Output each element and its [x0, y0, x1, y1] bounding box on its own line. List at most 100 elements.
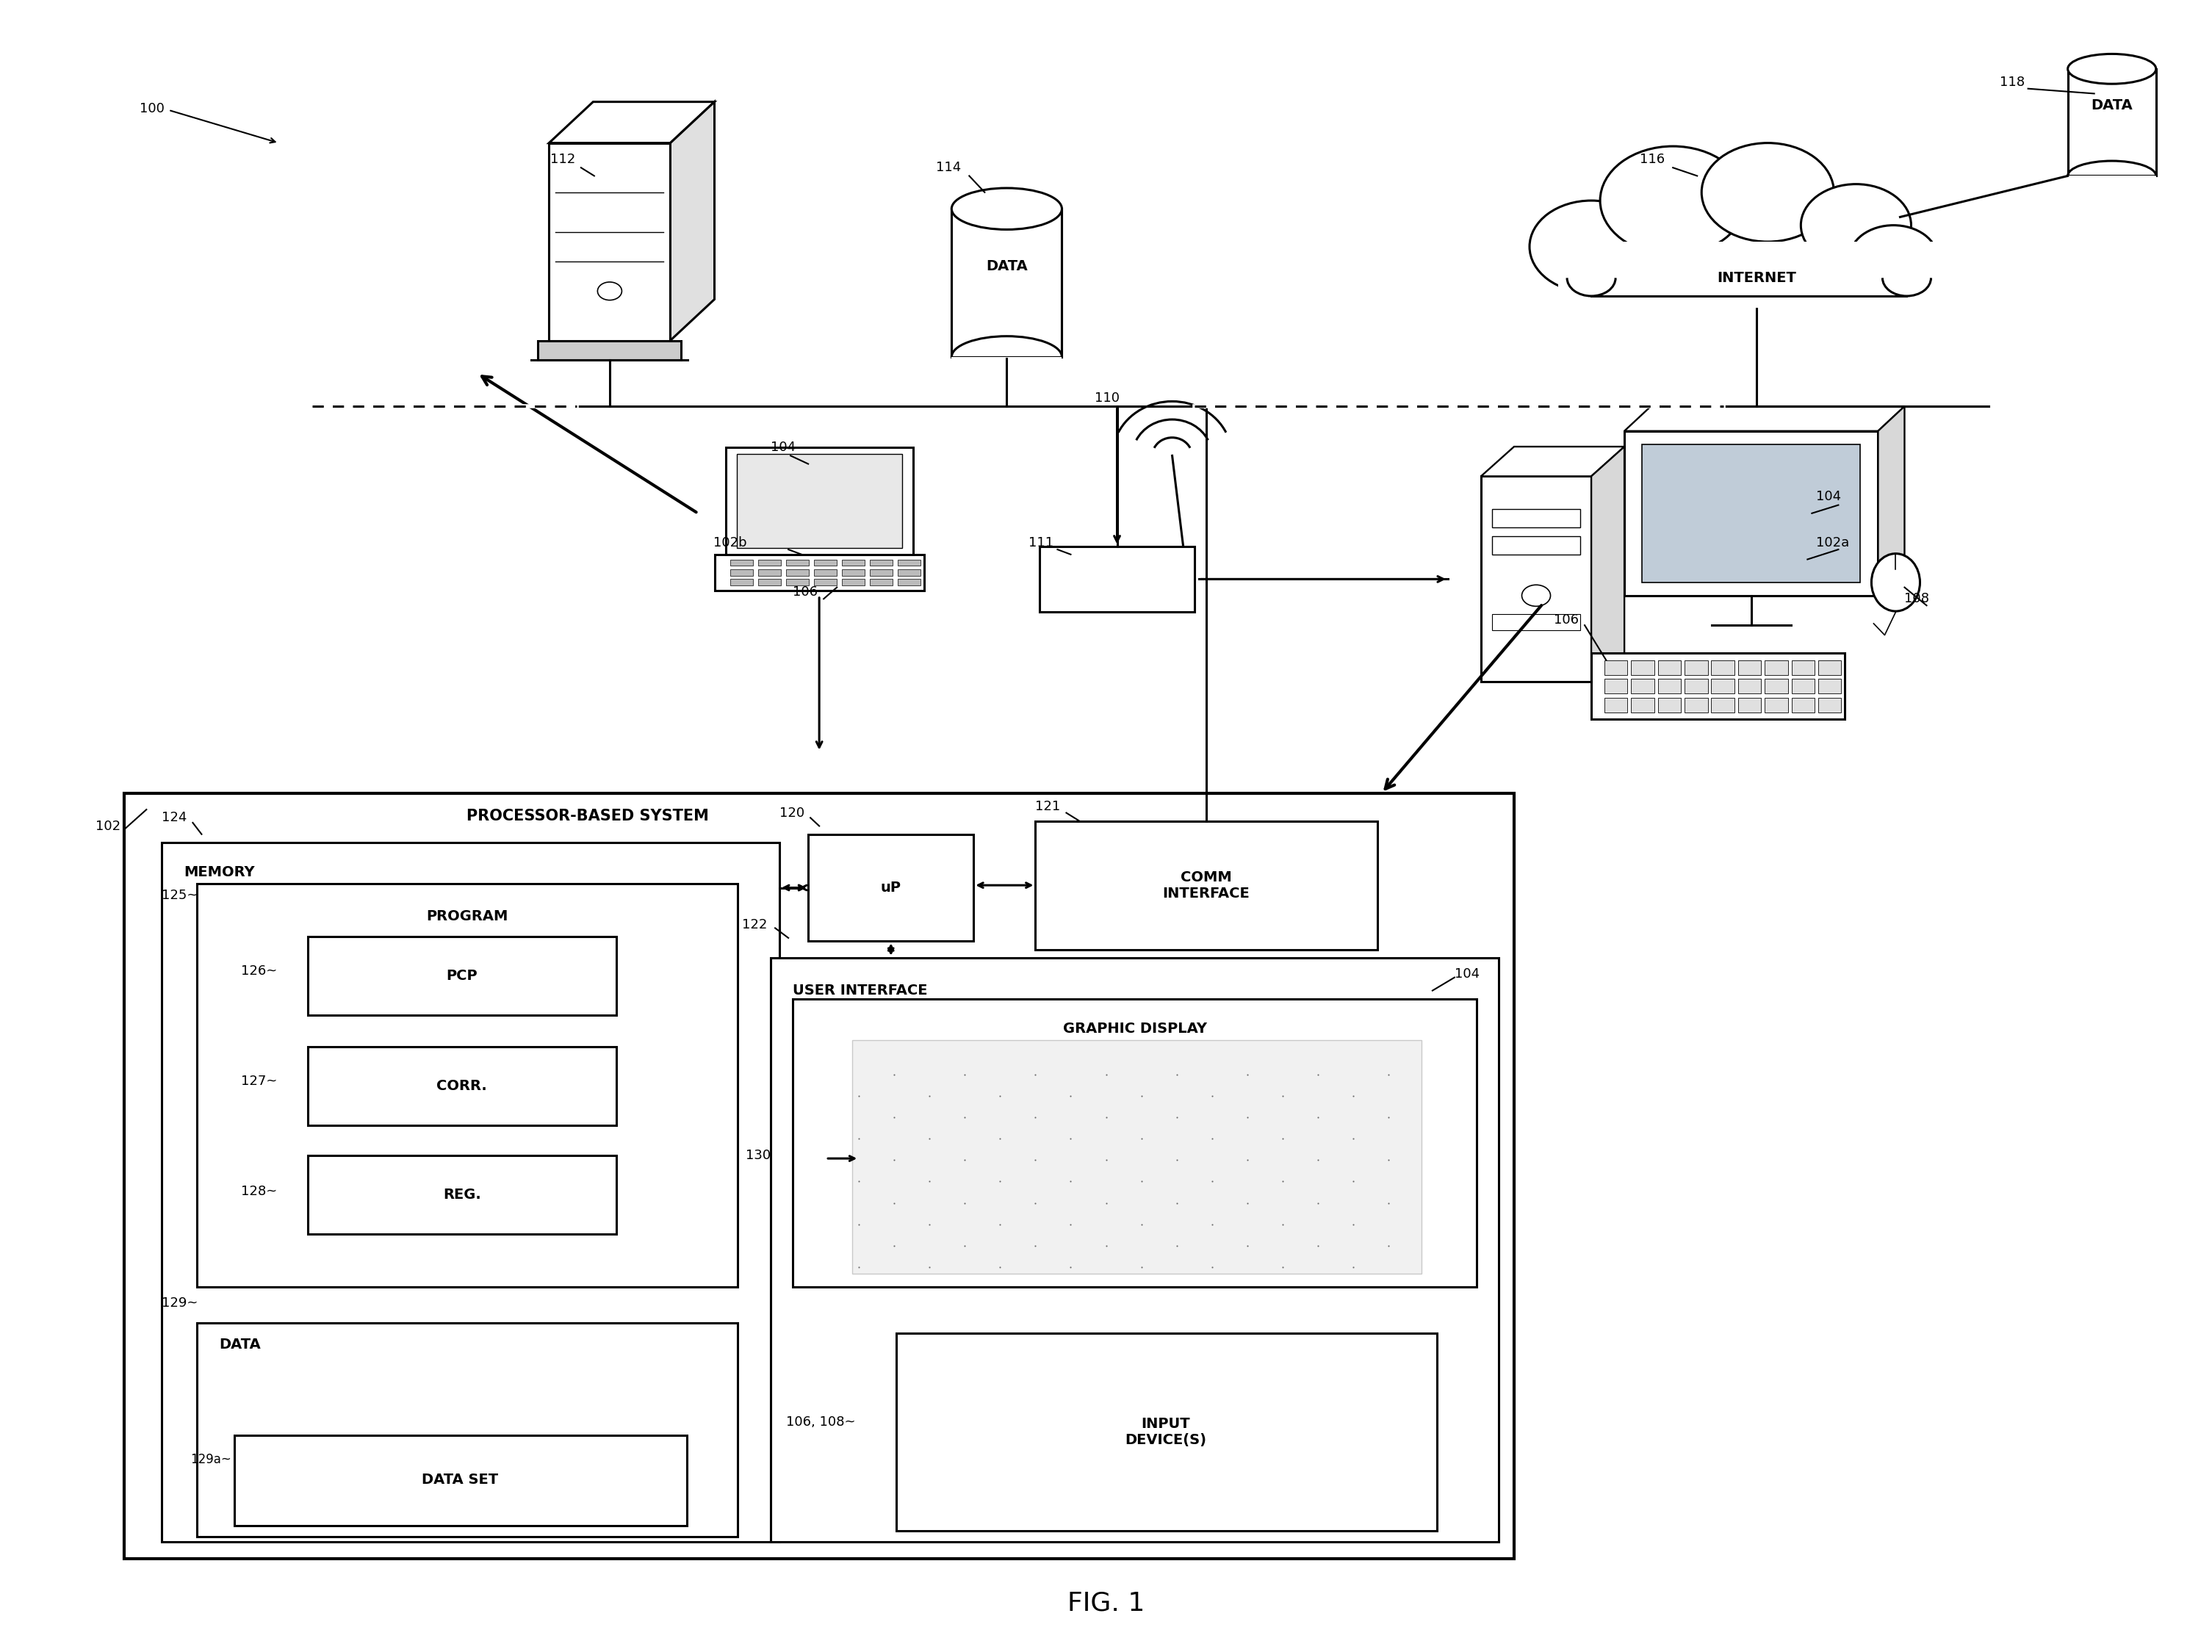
Text: 111: 111 — [1029, 537, 1053, 550]
Text: USER INTERFACE: USER INTERFACE — [792, 983, 927, 998]
Text: 116: 116 — [1639, 152, 1666, 167]
Bar — [1040, 547, 1194, 611]
Bar — [814, 580, 836, 586]
Text: 102a: 102a — [1816, 537, 1849, 550]
Bar — [197, 884, 737, 1287]
Polygon shape — [549, 102, 714, 144]
Bar — [1604, 679, 1628, 694]
Bar — [898, 560, 920, 567]
Bar — [785, 570, 810, 577]
Circle shape — [1528, 200, 1652, 292]
Bar — [730, 560, 752, 567]
Text: uP: uP — [880, 881, 900, 895]
Bar — [714, 555, 925, 591]
Bar — [792, 999, 1478, 1287]
Bar — [730, 580, 752, 586]
Bar — [1630, 679, 1655, 694]
Bar — [307, 937, 617, 1016]
Polygon shape — [1482, 446, 1624, 476]
Text: 104: 104 — [1816, 491, 1840, 504]
Text: 121: 121 — [1035, 800, 1060, 813]
Bar — [896, 1333, 1438, 1530]
Text: COMM
INTERFACE: COMM INTERFACE — [1164, 871, 1250, 900]
Text: DATA: DATA — [987, 259, 1029, 273]
Text: 120: 120 — [779, 806, 805, 819]
Polygon shape — [1624, 406, 1905, 431]
Text: PROCESSOR-BASED SYSTEM: PROCESSOR-BASED SYSTEM — [467, 809, 708, 823]
Bar — [841, 580, 865, 586]
Text: 122: 122 — [741, 919, 768, 932]
Bar — [234, 1436, 688, 1525]
Bar — [1630, 661, 1655, 674]
Bar — [1712, 661, 1734, 674]
Bar — [759, 580, 781, 586]
Text: 129~: 129~ — [161, 1297, 199, 1310]
Text: 127~: 127~ — [241, 1074, 276, 1087]
Bar — [197, 1323, 737, 1536]
Text: 129a~: 129a~ — [190, 1454, 232, 1467]
Text: 110: 110 — [1095, 392, 1119, 405]
Bar — [1739, 661, 1761, 674]
Bar — [1557, 241, 1955, 307]
Bar — [1739, 697, 1761, 712]
Bar — [841, 570, 865, 577]
Text: 108: 108 — [1905, 593, 1929, 606]
Bar — [869, 570, 894, 577]
Bar — [730, 570, 752, 577]
Text: INPUT
DEVICE(S): INPUT DEVICE(S) — [1124, 1417, 1206, 1447]
Text: 102b: 102b — [712, 537, 748, 550]
Bar — [549, 144, 670, 340]
Circle shape — [1849, 225, 1938, 291]
Bar — [2068, 69, 2157, 175]
Ellipse shape — [1871, 553, 1920, 611]
Bar — [898, 570, 920, 577]
Bar — [1818, 661, 1840, 674]
Bar — [538, 340, 681, 360]
Text: 125~: 125~ — [161, 889, 199, 902]
Bar — [1686, 679, 1708, 694]
Bar — [307, 1155, 617, 1234]
Text: 106, 108~: 106, 108~ — [785, 1416, 856, 1429]
Circle shape — [1701, 144, 1834, 241]
Text: PCP: PCP — [447, 968, 478, 983]
Polygon shape — [670, 102, 714, 340]
Bar — [869, 560, 894, 567]
Bar — [2068, 175, 2157, 192]
Bar — [807, 834, 973, 942]
Ellipse shape — [951, 188, 1062, 230]
Text: 124: 124 — [161, 811, 188, 824]
Bar — [1659, 661, 1681, 674]
Bar — [1818, 697, 1840, 712]
Text: DATA: DATA — [219, 1338, 261, 1351]
Bar — [1493, 615, 1579, 631]
Bar — [951, 357, 1062, 378]
Text: 100: 100 — [139, 102, 164, 116]
Bar — [785, 560, 810, 567]
Circle shape — [1599, 147, 1745, 254]
Bar — [1765, 679, 1787, 694]
Bar — [1765, 661, 1787, 674]
Bar — [841, 560, 865, 567]
Bar — [1590, 653, 1845, 719]
Bar — [161, 843, 779, 1541]
Text: 102: 102 — [95, 819, 122, 833]
Bar — [898, 580, 920, 586]
Bar — [1686, 661, 1708, 674]
Bar — [1712, 697, 1734, 712]
Bar — [726, 448, 914, 555]
Text: GRAPHIC DISPLAY: GRAPHIC DISPLAY — [1062, 1021, 1208, 1036]
Bar — [1739, 679, 1761, 694]
Bar — [785, 580, 810, 586]
Polygon shape — [1878, 406, 1905, 596]
Text: 118: 118 — [2000, 76, 2024, 89]
Polygon shape — [1590, 446, 1624, 682]
Bar — [1493, 535, 1579, 555]
Bar — [759, 570, 781, 577]
Bar — [852, 1041, 1422, 1274]
Bar — [124, 793, 1513, 1558]
Text: 106: 106 — [1553, 613, 1579, 626]
Text: CORR.: CORR. — [436, 1079, 487, 1094]
Text: REG.: REG. — [442, 1188, 480, 1201]
Bar — [1482, 476, 1590, 682]
Bar — [1035, 821, 1378, 950]
